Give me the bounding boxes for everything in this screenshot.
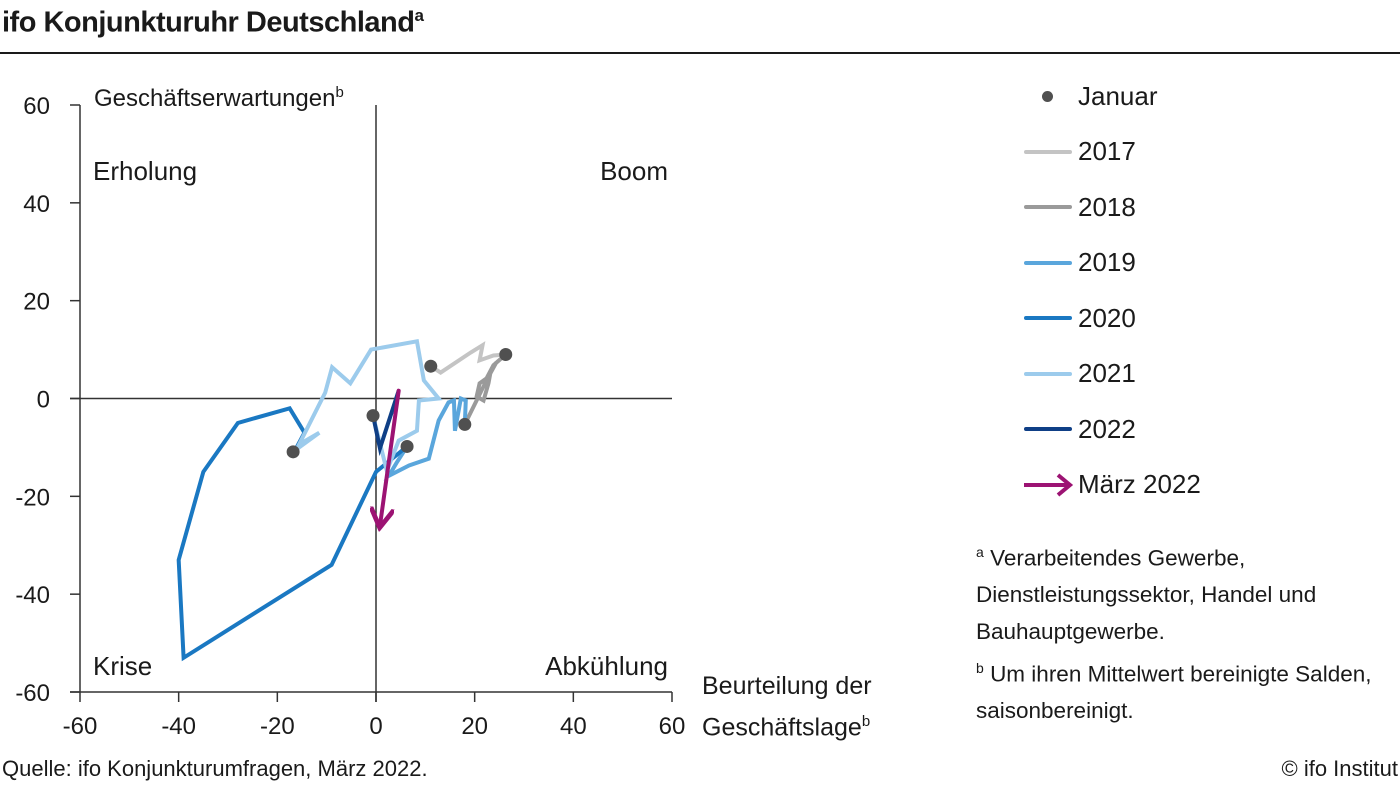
- legend-item-2019: 2019: [1022, 247, 1136, 279]
- quadrant-label-krise: Krise: [93, 651, 152, 681]
- title-footnote-mark: a: [414, 6, 424, 25]
- quadrant-label-boom: Boom: [600, 156, 668, 186]
- arrow-right-icon: [1024, 472, 1074, 497]
- legend-label: 2018: [1078, 191, 1136, 222]
- y-tick-label: -60: [15, 680, 50, 707]
- y-axis-label-text: Geschäftserwartungen: [94, 85, 335, 112]
- legend-line-icon: [1022, 358, 1074, 390]
- y-tick-label: -40: [15, 582, 50, 609]
- series-line-2019: [383, 395, 468, 481]
- line-icon: [1024, 260, 1072, 265]
- x-axis-label-line2: Geschäftslage: [702, 713, 862, 742]
- x-tick-label: 20: [461, 713, 488, 740]
- chart-title-text: ifo Konjunkturuhr Deutschland: [2, 6, 415, 39]
- legend-label: 2019: [1078, 247, 1136, 277]
- series-line-2018: [463, 352, 508, 426]
- y-axis-label: Geschäftserwartungenb: [94, 84, 344, 112]
- x-tick-label: -20: [260, 713, 295, 740]
- line-icon: [1024, 371, 1072, 376]
- january-dot: [400, 439, 414, 453]
- y-tick-label: -20: [15, 484, 50, 511]
- legend-label: März 2022: [1078, 469, 1201, 499]
- x-axis-label: Beurteilung der Geschäftslageb: [702, 668, 872, 745]
- january-dot: [499, 347, 513, 361]
- y-axis-label-footnote-mark: b: [335, 84, 343, 101]
- january-dots: [286, 347, 513, 459]
- y-tick-label: 20: [23, 289, 50, 316]
- copyright: © ifo Institut: [1281, 756, 1398, 781]
- chart-canvas: -60 -40 -20 0 20 40 60 60 40 20 0 -20 -40 -60 Geschäf…: [15, 84, 685, 740]
- footnote-a: a Verarbeitendes Gewerbe, Dienstleistung…: [976, 534, 1396, 650]
- footnote-b-mark: b: [976, 660, 984, 676]
- legend-item-2017: 2017: [1022, 136, 1136, 168]
- footnote-b-text: Um ihren Mittelwert bereinigte Salden, s…: [976, 661, 1372, 724]
- x-tick-label: 40: [560, 713, 587, 740]
- legend-line-icon: [1022, 302, 1074, 334]
- legend-line-icon: [1022, 191, 1074, 223]
- january-dot: [458, 417, 472, 431]
- line-icon: [1024, 205, 1072, 209]
- title-rule: [0, 52, 1400, 54]
- legend-item-2018: 2018: [1022, 191, 1136, 223]
- legend-label: 2022: [1078, 413, 1136, 444]
- axes: -60 -40 -20 0 20 40 60 60 40 20 0 -20 -40 -60: [15, 93, 685, 740]
- legend-item-2020: 2020: [1022, 302, 1136, 334]
- legend-label: 2017: [1078, 136, 1136, 166]
- y-tick-label: 40: [23, 191, 50, 218]
- legend-label: 2021: [1078, 358, 1136, 388]
- x-tick-label: 60: [659, 713, 686, 740]
- legend-item-2021: 2021: [1022, 358, 1136, 390]
- legend-item-2022: 2022: [1022, 413, 1136, 445]
- x-tick-label: -40: [161, 713, 196, 740]
- january-dot: [424, 359, 438, 373]
- january-dot: [286, 445, 300, 459]
- source-note: Quelle: ifo Konjunkturumfragen, März 202…: [2, 756, 428, 781]
- footnote-a-text: Verarbeitendes Gewerbe, Dienstleistungss…: [976, 545, 1317, 644]
- legend-dot-icon: [1022, 80, 1074, 112]
- line-icon: [1024, 427, 1072, 431]
- footnotes: a Verarbeitendes Gewerbe, Dienstleistung…: [976, 534, 1396, 730]
- series-layer: [176, 338, 508, 662]
- legend-item-januar: Januar: [1022, 80, 1158, 112]
- y-tick-label: 60: [23, 93, 50, 120]
- legend-line-icon: [1022, 247, 1074, 279]
- footnote-a-mark: a: [976, 544, 984, 560]
- legend-arrow-icon: [1022, 469, 1074, 501]
- series-line-2022: [371, 390, 401, 457]
- series-line-2017: [429, 341, 506, 375]
- series-arrow-m-rz-2022: [380, 388, 401, 526]
- legend-line-icon: [1022, 136, 1074, 168]
- x-axis-label-footnote-mark: b: [861, 713, 871, 730]
- footnote-b: b Um ihren Mittelwert bereinigte Salden,…: [976, 650, 1396, 730]
- dot-icon: [1042, 91, 1053, 102]
- legend-item-m-rz-2022: März 2022: [1022, 469, 1201, 501]
- quadrant-label-erholung: Erholung: [93, 156, 197, 186]
- y-tick-label: 0: [37, 387, 50, 414]
- x-axis-label-line1: Beurteilung der: [702, 672, 872, 700]
- legend-label: 2020: [1078, 302, 1136, 333]
- chart-title: ifo Konjunkturuhr Deutschlanda: [2, 6, 424, 40]
- x-tick-label: 0: [369, 713, 382, 740]
- legend-line-icon: [1022, 413, 1074, 445]
- x-tick-label: -60: [63, 713, 98, 740]
- line-icon: [1024, 149, 1072, 154]
- line-icon: [1024, 316, 1072, 320]
- quadrant-label-abkuehlung: Abkühlung: [545, 651, 668, 681]
- january-dot: [366, 409, 380, 423]
- series-line-2021: [291, 338, 443, 478]
- legend-label: Januar: [1078, 80, 1158, 111]
